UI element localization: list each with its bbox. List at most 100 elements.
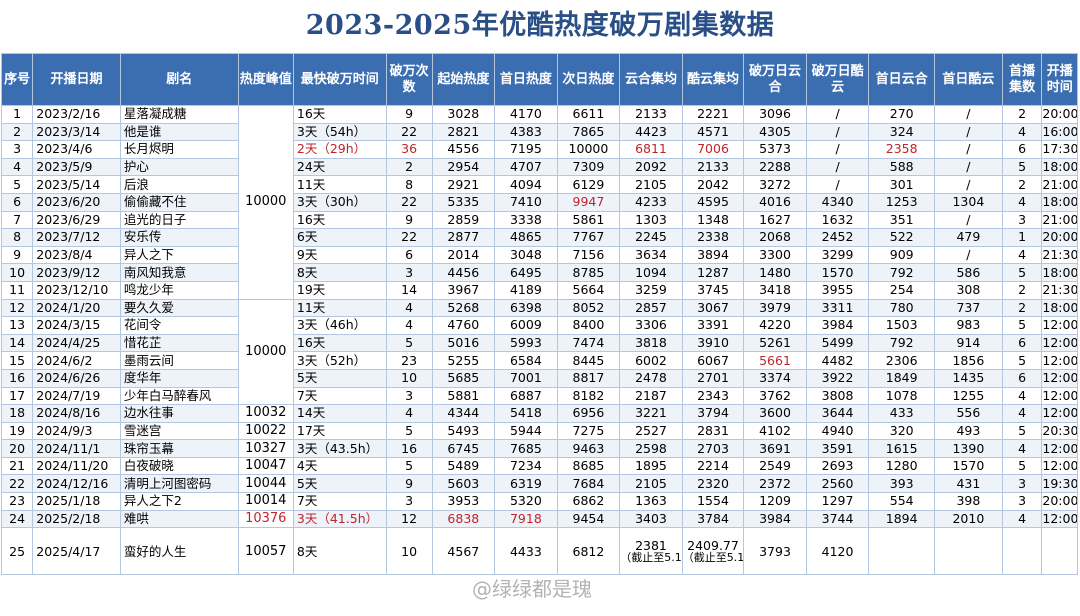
table-cell: 1480	[743, 263, 807, 282]
table-cell: 惜花芷	[119, 333, 239, 353]
table-cell: 4120	[805, 527, 870, 576]
table-cell: 3天（46h）	[292, 316, 387, 335]
table-cell: 3745	[681, 280, 745, 300]
table-cell: 7275	[556, 421, 621, 441]
header-cell: 次日热度	[556, 53, 621, 106]
table-cell: 2693	[805, 456, 870, 476]
table-cell	[934, 527, 1003, 576]
table-cell: 8817	[556, 368, 621, 388]
table-cell: 2010	[934, 509, 1003, 529]
table-cell: 3天（30h）	[292, 192, 387, 212]
table-cell: 3894	[681, 245, 745, 265]
header-cell: 开播时间	[1041, 53, 1078, 106]
table-cell: 3984	[743, 509, 807, 529]
table-cell: 10000	[237, 298, 294, 406]
table-cell: 7865	[556, 122, 621, 142]
table-cell: 6	[1001, 140, 1043, 159]
table-cell: 20:00	[1041, 105, 1078, 124]
table-row: 13 2024/3/15 花间令 3天（46h） 4 4760 6009 8400 3306 33…	[0, 316, 1078, 335]
table-cell: 2023/9/12	[32, 263, 121, 282]
table-cell: 2024/7/19	[32, 386, 121, 406]
table-cell: 11天	[292, 298, 387, 318]
table-cell: 6745	[431, 439, 496, 458]
table-cell: 1297	[805, 492, 870, 511]
table-cell: 351	[868, 210, 936, 230]
table-cell: 7天	[292, 492, 387, 511]
table-cell: 5	[385, 333, 433, 353]
table-cell: 20:00	[1041, 228, 1078, 247]
table-cell: 4865	[494, 228, 558, 247]
table-cell: /	[934, 157, 1003, 177]
table-cell: 24天	[292, 157, 387, 177]
table-cell: 7309	[556, 157, 621, 177]
table-cell: /	[934, 122, 1003, 142]
table-cell: 1856	[934, 351, 1003, 370]
table-cell: 3967	[431, 280, 496, 300]
table-cell: 398	[934, 492, 1003, 511]
table-cell: 2288	[743, 157, 807, 177]
table-cell: 5881	[431, 386, 496, 406]
table-cell: 异人之下	[119, 245, 239, 265]
table-cell: 4233	[619, 192, 683, 212]
table-cell: 324	[868, 122, 936, 142]
table-cell: 2105	[619, 175, 683, 194]
table-cell: 3391	[681, 316, 745, 335]
table-cell: 780	[868, 298, 936, 318]
table-cell: 21	[0, 456, 34, 476]
table-cell: 19	[0, 421, 34, 441]
table-cell: 2	[1001, 280, 1043, 300]
table-cell: 16天	[292, 333, 387, 353]
table-cell: 4	[1001, 245, 1043, 265]
table-cell: 3	[385, 263, 433, 282]
table-cell: 588	[868, 157, 936, 177]
table-cell: 5661	[743, 351, 807, 370]
table-cell: 5	[1001, 421, 1043, 441]
table-cell: 3793	[743, 527, 807, 576]
table-row: 20 2024/11/1 珠帘玉幕 10327 3天（43.5h） 16 6745 7685 9…	[0, 439, 1078, 458]
table-cell: 5	[1001, 316, 1043, 335]
header-cell: 起始热度	[431, 53, 496, 106]
table-row: 5 2023/5/14 后浪 11天 8 2921 4094 6129 2105 2042 3272…	[0, 175, 1078, 194]
table-cell: 6862	[556, 492, 621, 511]
table-cell: 7410	[494, 192, 558, 212]
table-cell: 3	[385, 492, 433, 511]
table-cell: 4	[385, 404, 433, 423]
table-cell: 4456	[431, 263, 496, 282]
table-cell: 10014	[237, 492, 294, 511]
table-cell: 14天	[292, 404, 387, 423]
table-cell: 21:30	[1041, 245, 1078, 265]
table-cell: 6002	[619, 351, 683, 370]
table-cell: 6495	[494, 263, 558, 282]
table-cell: 3762	[743, 386, 807, 406]
table-cell: 追光的日子	[119, 210, 239, 230]
table-cell: 8445	[556, 351, 621, 370]
table-cell: 12:00	[1041, 456, 1078, 476]
table-cell: 偷偷藏不住	[119, 192, 239, 212]
table-cell: 2023/3/14	[32, 122, 121, 142]
table-row: 22 2024/12/16 清明上河图密码 10044 5天 9 5603 6319 7684 2…	[0, 474, 1078, 494]
table-cell: 2306	[868, 351, 936, 370]
table-cell: 5	[385, 421, 433, 441]
table-cell: 14	[0, 333, 34, 353]
table-cell: 3418	[743, 280, 807, 300]
table-row: 6 2023/6/20 偷偷藏不住 3天（30h） 22 5335 7410 9947 4233…	[0, 192, 1078, 212]
table-cell: 2133	[681, 157, 745, 177]
table-cell: 22	[0, 474, 34, 494]
table-cell: 4	[1001, 122, 1043, 142]
table-row: 9 2023/8/4 异人之下 9天 6 2014 3048 7156 3634 3894 3300…	[0, 245, 1078, 265]
table-cell: 鸣龙少年	[119, 280, 239, 300]
table-cell: 2221	[681, 105, 745, 124]
table-cell: 11天	[292, 175, 387, 194]
table-cell: 1304	[934, 192, 1003, 212]
table-cell: 3221	[619, 404, 683, 423]
cell-note: （截止至5.14）	[620, 550, 682, 564]
table-cell: 5373	[743, 140, 807, 159]
table-cell: 12:00	[1041, 333, 1078, 353]
table-cell: 4482	[805, 351, 870, 370]
table-cell: 4	[385, 298, 433, 318]
table-cell: 393	[868, 474, 936, 494]
table-cell: 边水往事	[119, 404, 239, 423]
table-cell: 2023/7/12	[32, 228, 121, 247]
table-cell: 后浪	[119, 175, 239, 194]
table-cell: 3600	[743, 404, 807, 423]
